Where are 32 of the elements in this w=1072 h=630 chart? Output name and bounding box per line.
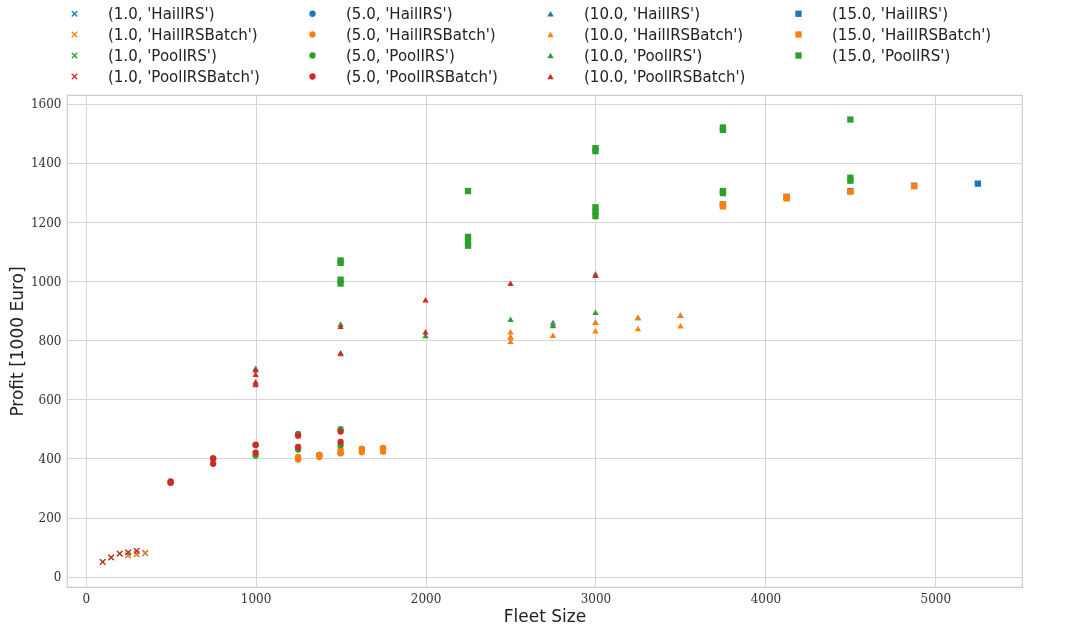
y-tick-label: 400 xyxy=(38,451,62,466)
legend-label: (5.0, 'HailIRS') xyxy=(346,4,453,23)
y-axis-title: Profit [1000 Euro] xyxy=(6,266,27,417)
legend-label: (15.0, 'PoolIRS') xyxy=(832,46,951,65)
y-tick-label: 1000 xyxy=(30,274,62,289)
legend-label: (15.0, 'HailIRS') xyxy=(832,4,949,23)
legend-label: (1.0, 'PoolIRS') xyxy=(108,46,217,65)
legend-label: (1.0, 'PoolIRSBatch') xyxy=(108,67,260,86)
y-tick-label: 1400 xyxy=(30,156,62,171)
x-tick-label: 2000 xyxy=(410,591,442,606)
legend-label: (10.0, 'PoolIRSBatch') xyxy=(584,67,746,86)
legend-label: (5.0, 'HailIRSBatch') xyxy=(346,25,496,44)
y-tick-label: 600 xyxy=(38,392,62,407)
x-tick-label: 4000 xyxy=(750,591,782,606)
y-tick-label: 0 xyxy=(53,570,62,585)
y-tick-label: 200 xyxy=(38,511,62,526)
y-tick-label: 1200 xyxy=(30,215,62,230)
legend-label: (10.0, 'PoolIRS') xyxy=(584,46,703,65)
legend-label: (1.0, 'HailIRS') xyxy=(108,4,215,23)
x-tick-label: 5000 xyxy=(920,591,952,606)
x-tick-label: 0 xyxy=(82,591,91,606)
legend-label: (1.0, 'HailIRSBatch') xyxy=(108,25,258,44)
legend-label: (10.0, 'HailIRSBatch') xyxy=(584,25,744,44)
legend-label: (5.0, 'PoolIRS') xyxy=(346,46,455,65)
x-axis-title: Fleet Size xyxy=(503,605,587,626)
y-tick-label: 800 xyxy=(38,333,62,348)
legend-label: (10.0, 'HailIRS') xyxy=(584,4,701,23)
legend-label: (5.0, 'PoolIRSBatch') xyxy=(346,67,498,86)
y-tick-label: 1600 xyxy=(30,97,62,112)
x-tick-label: 1000 xyxy=(240,591,272,606)
x-tick-label: 3000 xyxy=(580,591,612,606)
legend-label: (15.0, 'HailIRSBatch') xyxy=(832,25,992,44)
